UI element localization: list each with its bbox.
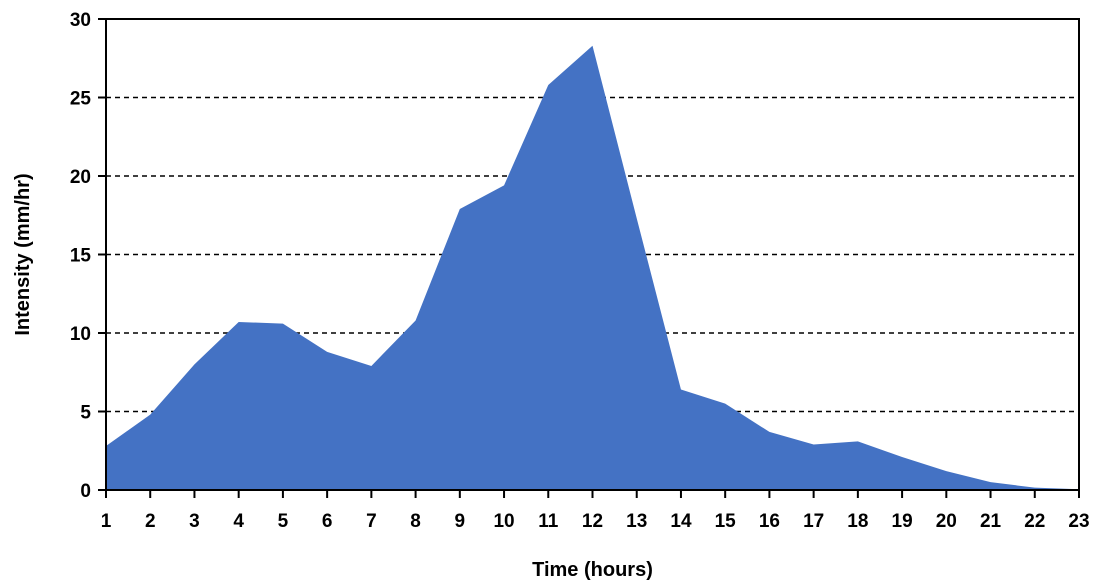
x-tick-label: 13 (626, 511, 647, 532)
x-tick-label: 20 (936, 511, 957, 532)
x-axis-ticks: 1 2 3 4 5 6 7 8 9 10 11 12 13 14 15 16 17 18 19 20 21 22 23 (101, 490, 1090, 532)
x-tick-label: 10 (493, 511, 514, 532)
x-axis-title: Time (hours) (532, 559, 653, 581)
x-tick-label: 19 (892, 511, 913, 532)
x-tick-label: 3 (189, 511, 200, 532)
x-tick-label: 23 (1068, 511, 1089, 532)
x-tick-label: 14 (670, 511, 692, 532)
x-tick-label: 12 (582, 511, 603, 532)
y-tick-label: 5 (80, 403, 91, 424)
x-tick-label: 16 (759, 511, 780, 532)
y-tick-label: 10 (70, 324, 91, 345)
y-tick-label: 15 (70, 246, 92, 267)
y-tick-label: 0 (80, 481, 91, 502)
x-tick-label: 9 (455, 511, 466, 532)
x-tick-label: 15 (715, 511, 737, 532)
x-tick-label: 4 (233, 511, 244, 532)
x-tick-label: 8 (410, 511, 421, 532)
area-series (106, 45, 1079, 490)
x-tick-label: 11 (538, 511, 559, 532)
x-tick-label: 5 (278, 511, 289, 532)
y-tick-label: 30 (70, 10, 91, 31)
y-axis-ticks: 0 5 10 15 20 25 30 (70, 10, 106, 502)
x-tick-label: 1 (101, 511, 112, 532)
y-tick-label: 20 (70, 167, 91, 188)
x-tick-label: 17 (803, 511, 824, 532)
x-tick-label: 6 (322, 511, 333, 532)
y-tick-label: 25 (70, 89, 92, 110)
x-tick-label: 2 (145, 511, 156, 532)
plot-area (106, 45, 1079, 490)
x-tick-label: 18 (847, 511, 868, 532)
y-axis-title: Intensity (mm/hr) (12, 173, 34, 335)
x-tick-label: 22 (1024, 511, 1045, 532)
x-tick-label: 21 (980, 511, 1002, 532)
x-tick-label: 7 (366, 511, 377, 532)
